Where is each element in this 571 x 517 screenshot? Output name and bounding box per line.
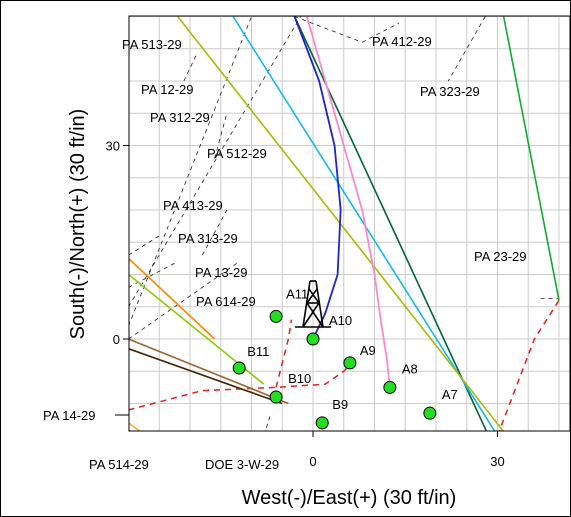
lease-label: PA 12-29 bbox=[141, 82, 194, 97]
trajectory-line bbox=[129, 257, 216, 340]
well-label: A7 bbox=[442, 387, 458, 402]
well-label: B11 bbox=[247, 344, 269, 359]
well-label: A10 bbox=[329, 313, 352, 328]
lease-label: PA 13-29 bbox=[195, 265, 248, 280]
lease-boundary-red bbox=[498, 299, 560, 431]
lease-label: PA 413-29 bbox=[163, 198, 223, 213]
lease-boundary-line bbox=[362, 22, 400, 43]
x-tick-label: 30 bbox=[490, 454, 504, 469]
x-tick-label: 0 bbox=[309, 454, 316, 469]
lease-boundary-red bbox=[275, 319, 293, 388]
lease-lines bbox=[129, 16, 560, 431]
lease-label: PA 514-29 bbox=[89, 457, 149, 472]
well-trajectory bbox=[293, 16, 342, 340]
ticks: 0 30 0 30 bbox=[106, 139, 505, 470]
lease-label: PA 412-29 bbox=[372, 34, 432, 49]
trajectory-lines bbox=[129, 16, 560, 431]
well-marker bbox=[383, 380, 397, 394]
trajectory-line bbox=[129, 348, 283, 405]
well-marker bbox=[315, 416, 329, 430]
trajectory-line bbox=[129, 422, 141, 431]
lease-label: PA 14-29 bbox=[43, 408, 96, 423]
well-marker bbox=[306, 332, 320, 346]
well-label: A8 bbox=[402, 361, 418, 376]
well-marker bbox=[232, 361, 246, 375]
well-label: A9 bbox=[360, 343, 376, 358]
lease-boundary-line bbox=[129, 261, 178, 288]
derrick-strut bbox=[302, 280, 311, 328]
well-marker bbox=[269, 309, 283, 323]
y-tick-label: 0 bbox=[113, 332, 120, 347]
well-marker bbox=[423, 406, 437, 420]
y-tick-label: 30 bbox=[106, 139, 120, 154]
well-label: B9 bbox=[332, 397, 348, 412]
well-marker bbox=[269, 390, 283, 404]
derrick-icon bbox=[295, 280, 331, 328]
trajectory-line bbox=[232, 16, 496, 431]
lease-boundary-red bbox=[129, 364, 351, 411]
lease-label: PA 313-29 bbox=[178, 231, 238, 246]
well-trajectory bbox=[305, 16, 391, 388]
well-label: A11 bbox=[286, 286, 308, 301]
well-marker bbox=[343, 356, 357, 370]
derrick-strut bbox=[315, 280, 324, 328]
lease-boundary-line bbox=[201, 209, 228, 256]
lease-label: PA 513-29 bbox=[122, 37, 182, 52]
lease-label: PA 512-29 bbox=[207, 146, 267, 161]
derrick-strut bbox=[306, 302, 324, 328]
x-axis-title: West(-)/East(+) (30 ft/in) bbox=[242, 487, 457, 509]
lease-boundary-line bbox=[129, 235, 160, 256]
derrick-strut bbox=[308, 288, 320, 304]
well-label: B10 bbox=[288, 371, 311, 386]
trajectory-line bbox=[502, 16, 560, 301]
derrick-strut bbox=[302, 302, 320, 328]
y-axis-title: South(-)/North(+) (30 ft/in) bbox=[67, 109, 89, 340]
trajectory-line bbox=[177, 16, 505, 431]
lease-boundary-line bbox=[264, 416, 271, 431]
lease-boundary-line bbox=[129, 16, 302, 307]
trajectory-line bbox=[129, 338, 289, 405]
lease-label: DOE 3-W-29 bbox=[205, 457, 279, 472]
lease-boundary-line bbox=[129, 429, 131, 431]
lease-label: PA 614-29 bbox=[196, 294, 256, 309]
wells: A10 A11 A9 A8 A7 B11 B10 B9 bbox=[232, 286, 458, 430]
plot-area-border bbox=[128, 15, 571, 432]
lease-boundary-line bbox=[129, 261, 240, 340]
lease-label: PA 323-29 bbox=[420, 84, 480, 99]
lease-label: PA 23-29 bbox=[474, 249, 527, 264]
derrick-strut bbox=[306, 288, 318, 304]
lease-label: PA 312-29 bbox=[150, 110, 210, 125]
